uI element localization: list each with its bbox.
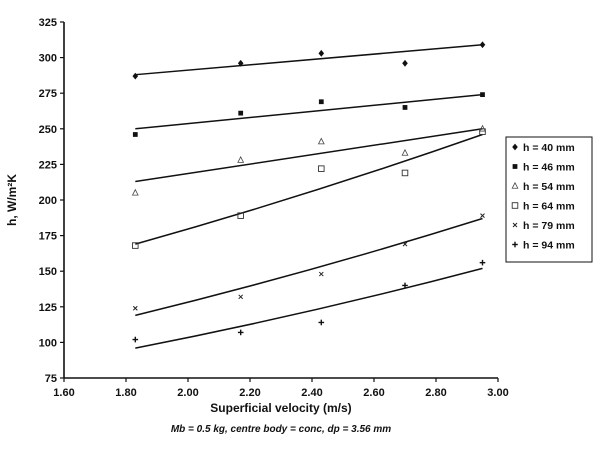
y-tick-label: 325 bbox=[39, 17, 57, 29]
legend-marker bbox=[512, 222, 518, 228]
legend-marker bbox=[511, 202, 519, 209]
trend-line-1 bbox=[135, 44, 483, 76]
data-point-s2 bbox=[238, 110, 244, 116]
data-point-s6 bbox=[479, 259, 486, 266]
data-point-s1 bbox=[132, 72, 139, 80]
y-tick-label: 75 bbox=[45, 373, 57, 385]
y-axis-title: h, W/m²K bbox=[5, 174, 19, 226]
x-tick-label: 2.40 bbox=[301, 387, 322, 399]
x-axis-title: Superficial velocity (m/s) bbox=[210, 401, 351, 415]
data-point-s4 bbox=[132, 242, 139, 249]
x-tick-label: 2.00 bbox=[177, 387, 198, 399]
chart-caption: Mb = 0.5 kg, centre body = conc, dp = 3.… bbox=[171, 424, 391, 435]
trend-line-6 bbox=[135, 267, 483, 349]
legend-label: h = 40 mm bbox=[523, 142, 575, 154]
legend-marker bbox=[512, 241, 518, 248]
x-tick-label: 2.60 bbox=[363, 387, 384, 399]
legend-label: h = 79 mm bbox=[523, 220, 575, 232]
trend-lines bbox=[135, 44, 483, 349]
legend-box bbox=[505, 136, 593, 263]
trend-line-2 bbox=[135, 93, 483, 130]
data-point-s4 bbox=[318, 165, 325, 172]
axes bbox=[60, 21, 499, 382]
trend-line-5 bbox=[135, 217, 483, 317]
data-point-s4 bbox=[237, 212, 244, 219]
data-point-s2 bbox=[318, 99, 324, 105]
y-tick-label: 250 bbox=[39, 124, 57, 136]
data-point-s6 bbox=[402, 282, 408, 289]
data-point-s1 bbox=[237, 59, 244, 67]
data-point-s6 bbox=[132, 336, 139, 343]
data-point-s2 bbox=[402, 105, 408, 110]
trend-line-4 bbox=[135, 133, 483, 245]
data-point-s5 bbox=[132, 305, 138, 311]
data-point-s3 bbox=[401, 148, 409, 156]
data-points bbox=[131, 41, 486, 343]
tick-labels: 75 100 125 150 175 200 225 250 275 300 325 1.60 1.80… bbox=[39, 17, 509, 399]
data-point-s6 bbox=[237, 329, 244, 336]
data-point-s5 bbox=[480, 213, 485, 219]
x-tick-label: 2.80 bbox=[425, 387, 446, 399]
legend-label: h = 94 mm bbox=[523, 240, 575, 252]
data-point-s3 bbox=[237, 156, 245, 163]
legend-marker bbox=[512, 143, 518, 151]
legend: h = 40 mm h = 46 mm h = 54 mm h = 64 mm h = … bbox=[505, 136, 593, 263]
data-point-s5 bbox=[238, 294, 244, 300]
data-point-s4 bbox=[479, 128, 486, 135]
y-tick-label: 225 bbox=[39, 159, 57, 171]
trend-line-3 bbox=[135, 128, 483, 183]
y-tick-label: 175 bbox=[39, 231, 57, 243]
data-point-s5 bbox=[402, 241, 408, 247]
x-tick-label: 3.00 bbox=[487, 387, 508, 399]
data-point-s4 bbox=[401, 169, 409, 177]
x-tick-label: 1.80 bbox=[115, 387, 136, 399]
data-point-s2 bbox=[132, 132, 138, 137]
legend-marker bbox=[512, 164, 518, 169]
data-point-s3 bbox=[479, 124, 486, 132]
data-point-s5 bbox=[318, 271, 324, 277]
data-point-s2 bbox=[480, 92, 485, 98]
y-tick-label: 200 bbox=[39, 195, 57, 207]
legend-label: h = 46 mm bbox=[523, 162, 575, 174]
y-tick-label: 275 bbox=[39, 88, 57, 100]
legend-label: h = 64 mm bbox=[523, 201, 575, 213]
y-tick-label: 125 bbox=[39, 302, 57, 314]
data-point-s3 bbox=[317, 137, 325, 145]
x-tick-label: 1.60 bbox=[53, 387, 74, 399]
data-point-s1 bbox=[402, 59, 408, 67]
data-point-s3 bbox=[131, 188, 139, 196]
y-tick-label: 100 bbox=[39, 337, 57, 349]
y-tick-label: 300 bbox=[39, 53, 57, 65]
data-point-s1 bbox=[479, 41, 486, 49]
legend-label: h = 54 mm bbox=[523, 181, 575, 193]
data-point-s6 bbox=[318, 319, 325, 326]
x-tick-label: 2.20 bbox=[239, 387, 260, 399]
y-tick-label: 150 bbox=[39, 266, 57, 278]
legend-marker bbox=[511, 181, 519, 189]
data-point-s1 bbox=[318, 49, 325, 57]
